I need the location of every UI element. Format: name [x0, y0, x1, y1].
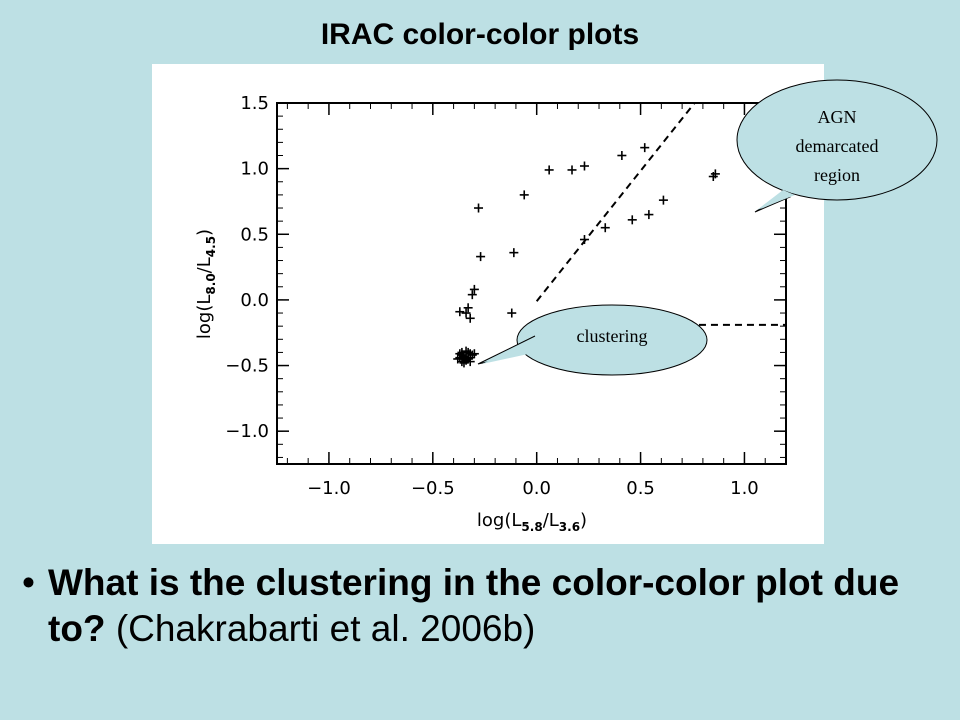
- data-point: [469, 284, 479, 294]
- data-point: [474, 203, 484, 213]
- data-point: [710, 169, 720, 179]
- scatter-plot: −1.0 −0.5 0.0 0.5 1.0 −1.0 −0.5 0.0 0.5 1.0 1.5 lo…: [194, 93, 787, 534]
- data-point: [469, 349, 479, 359]
- data-point: [461, 353, 471, 363]
- data-point: [509, 248, 519, 258]
- data-point: [627, 215, 637, 225]
- y-tick-label: 0.5: [240, 224, 269, 245]
- data-point: [567, 165, 577, 175]
- data-point: [600, 223, 610, 233]
- data-point: [463, 303, 473, 313]
- x-tick-label: 1.0: [730, 478, 759, 499]
- x-axis-label-end: ): [580, 510, 587, 531]
- x-axis-label-mid: /L: [543, 510, 559, 531]
- data-point: [459, 354, 469, 364]
- y-axis-label-base: log(L: [194, 295, 215, 340]
- data-point: [461, 308, 471, 318]
- data-point: [640, 143, 650, 153]
- slide-title: IRAC color-color plots: [320, 18, 640, 51]
- data-point: [467, 290, 477, 300]
- y-axis-label-sub2: 4.5: [204, 236, 218, 257]
- y-axis-label-end: ): [194, 229, 215, 236]
- bullet-citation: (Chakrabarti et al. 2006b): [115, 608, 536, 649]
- x-axis-label: log(L5.8/L3.6): [477, 510, 587, 534]
- data-point: [465, 357, 475, 367]
- plot-frame: [276, 102, 787, 465]
- y-tick-label: 1.0: [240, 159, 269, 180]
- y-axis-label-sub1: 8.0: [204, 273, 218, 294]
- chart-figure: −1.0 −0.5 0.0 0.5 1.0 −1.0 −0.5 0.0 0.5 1.0 1.5 lo…: [152, 64, 824, 544]
- data-point: [455, 349, 465, 359]
- bullet-item: What is the clustering in the color-colo…: [48, 560, 953, 652]
- x-tick-label: 0.5: [626, 478, 655, 499]
- x-tick-label: −0.5: [411, 478, 455, 499]
- y-tick-label: −1.0: [225, 421, 269, 442]
- y-tick-label: 1.5: [240, 93, 269, 114]
- x-axis-label-sub2: 3.6: [559, 520, 580, 534]
- data-point: [476, 252, 486, 262]
- data-point: [579, 235, 589, 245]
- agn-wedge-line-1: [535, 102, 696, 302]
- data-point: [519, 190, 529, 200]
- y-tick-label: −0.5: [225, 356, 269, 377]
- data-point: [455, 307, 465, 317]
- data-point: [617, 151, 627, 161]
- data-point: [644, 210, 654, 220]
- x-tick-label: 0.0: [522, 478, 551, 499]
- bullet-marker: •: [22, 562, 35, 603]
- x-tick-label: −1.0: [307, 478, 351, 499]
- x-axis-label-sub1: 5.8: [521, 520, 542, 534]
- data-point: [465, 313, 475, 323]
- y-tick-label: 0.0: [240, 290, 269, 311]
- data-point: [463, 347, 473, 357]
- data-point: [658, 195, 668, 205]
- x-axis-label-base: log(L: [477, 510, 522, 531]
- y-axis-label-mid: /L: [194, 257, 215, 273]
- bullet-question: What is the clustering in the color-colo…: [48, 562, 900, 649]
- data-point: [507, 308, 517, 318]
- y-axis-label: log(L8.0/L4.5): [194, 229, 218, 339]
- data-point: [579, 161, 589, 171]
- data-point: [544, 165, 554, 175]
